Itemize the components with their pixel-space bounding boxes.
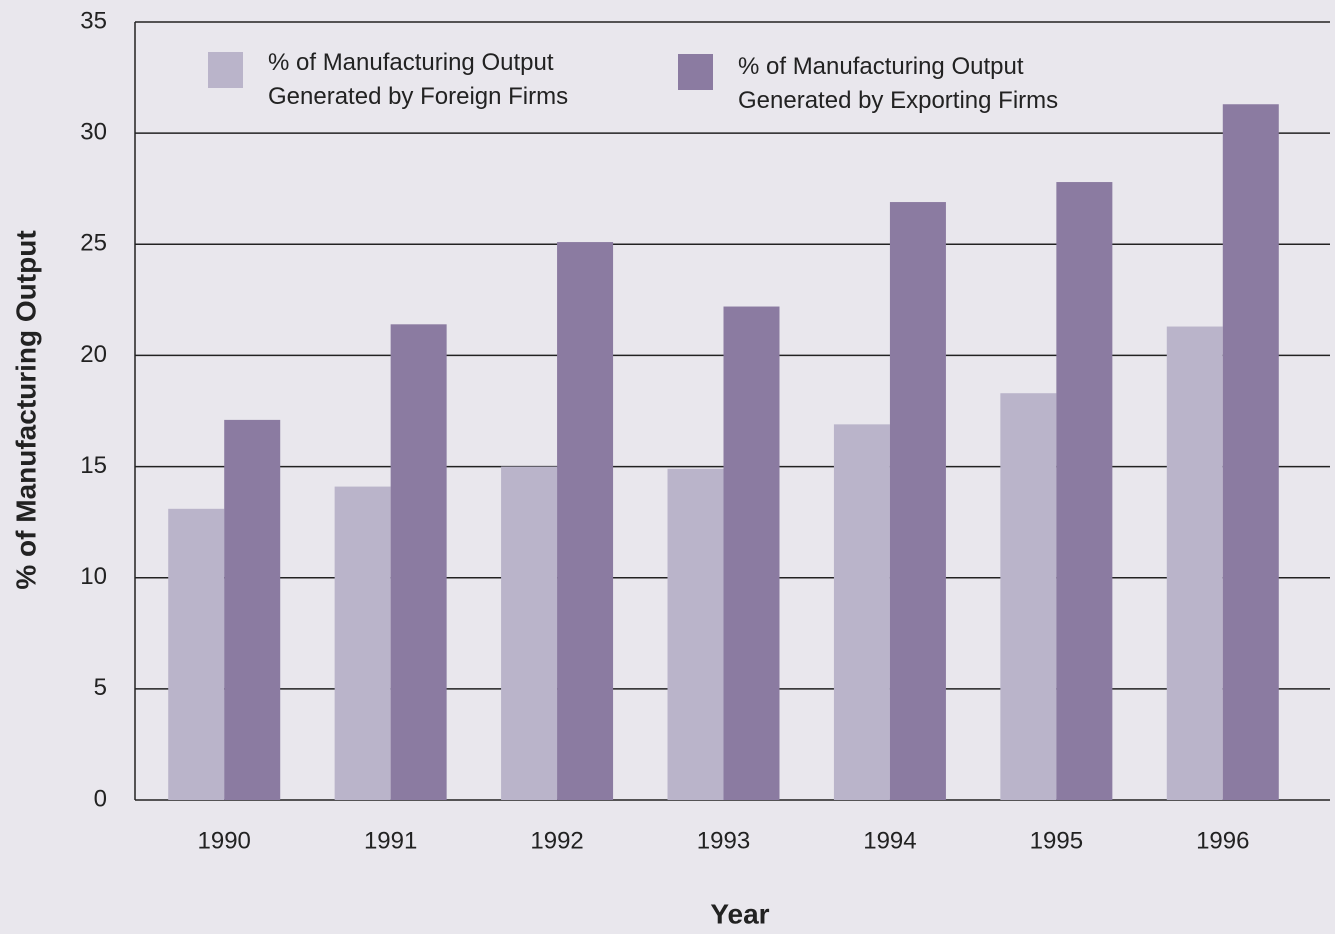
x-tick-label: 1993 (697, 827, 750, 854)
bar (390, 324, 447, 800)
x-tick-label: 1992 (530, 827, 583, 854)
legend-swatch (678, 54, 713, 90)
y-tick-label: 20 (80, 341, 107, 368)
bar (168, 508, 225, 800)
bar (334, 486, 391, 800)
bar (723, 306, 780, 800)
legend-label: % of Manufacturing Output Generated by E… (738, 53, 1059, 114)
bar (667, 468, 724, 800)
y-tick-label: 35 (80, 7, 107, 34)
y-tick-label: 15 (80, 452, 107, 479)
bar (557, 242, 614, 800)
bar (501, 466, 558, 800)
x-tick-label: 1994 (863, 827, 916, 854)
bar (1000, 393, 1057, 800)
bar (1056, 182, 1113, 800)
x-tick-label: 1990 (198, 827, 251, 854)
bar (224, 419, 281, 800)
x-tick-label: 1995 (1030, 827, 1083, 854)
y-axis-label: % of Manufacturing Output (10, 230, 41, 589)
x-tick-label: 1996 (1196, 827, 1249, 854)
y-tick-label: 30 (80, 118, 107, 145)
x-tick-label: 1991 (364, 827, 417, 854)
bar (889, 202, 946, 801)
legend-label: % of Manufacturing Output Generated by F… (268, 49, 569, 110)
x-axis-label: Year (710, 898, 769, 929)
bar (833, 424, 890, 800)
y-tick-label: 0 (94, 785, 107, 812)
y-tick-label: 10 (80, 563, 107, 590)
y-tick-label: 25 (80, 230, 107, 257)
legend-swatch (208, 52, 243, 88)
bar (1222, 104, 1279, 800)
y-tick-label: 5 (94, 674, 107, 701)
bar (1166, 326, 1223, 800)
